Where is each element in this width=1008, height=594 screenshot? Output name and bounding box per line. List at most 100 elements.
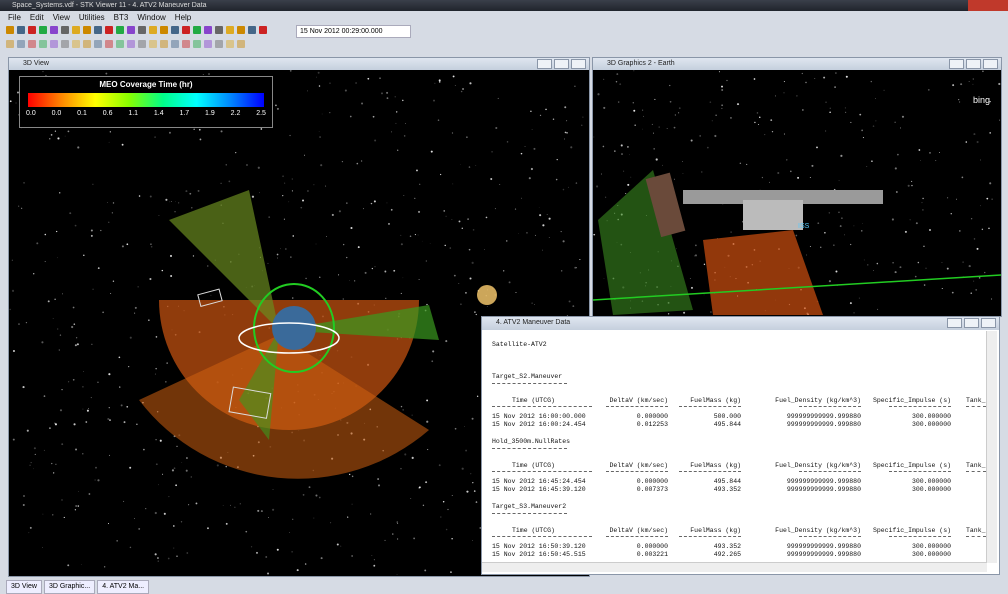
star: [563, 138, 565, 140]
toolbar-button[interactable]: [127, 26, 135, 34]
toolbar-button[interactable]: [160, 40, 168, 48]
star: [709, 101, 712, 103]
toolbar-button[interactable]: [215, 26, 223, 34]
star: [479, 527, 482, 529]
star: [514, 208, 517, 210]
vertical-scrollbar[interactable]: [986, 331, 997, 563]
star: [346, 202, 348, 204]
menu-item[interactable]: Utilities: [78, 13, 105, 22]
star: [230, 504, 231, 506]
toolbar-button[interactable]: [204, 40, 212, 48]
title-bar: Space_Systems.vdf - STK Viewer 11 - 4. A…: [0, 0, 1008, 11]
toolbar-button[interactable]: [94, 40, 102, 48]
star: [754, 121, 756, 124]
star: [59, 334, 62, 336]
toolbar-button[interactable]: [116, 26, 124, 34]
toolbar-button[interactable]: [226, 40, 234, 48]
star: [524, 146, 526, 147]
toolbar-button[interactable]: [72, 26, 80, 34]
toolbar-button[interactable]: [39, 40, 47, 48]
toolbar-button[interactable]: [149, 26, 157, 34]
toolbar-button[interactable]: [127, 40, 135, 48]
menu-item[interactable]: Edit: [29, 13, 44, 22]
star: [410, 498, 412, 499]
toolbar-button[interactable]: [226, 26, 234, 34]
star: [292, 235, 295, 237]
toolbar-button[interactable]: [204, 26, 212, 34]
toolbar-button[interactable]: [149, 40, 157, 48]
toolbar-button[interactable]: [39, 26, 47, 34]
toolbar-button[interactable]: [72, 40, 80, 48]
3d-scene: [9, 70, 587, 575]
toolbar-button[interactable]: [6, 40, 14, 48]
toolbar-button[interactable]: [138, 40, 146, 48]
star: [109, 454, 111, 456]
menu-item[interactable]: Help: [174, 13, 192, 22]
time-field[interactable]: 15 Nov 2012 00:29:00.000: [296, 25, 411, 38]
menu-item[interactable]: File: [8, 13, 21, 22]
star: [875, 97, 877, 99]
toolbar-button[interactable]: [138, 26, 146, 34]
taskbar-button[interactable]: 3D View: [6, 580, 42, 594]
toolbar-button[interactable]: [28, 26, 36, 34]
star: [894, 121, 896, 123]
toolbar-button[interactable]: [160, 26, 168, 34]
star: [168, 496, 170, 498]
star: [433, 99, 435, 102]
toolbar-button[interactable]: [83, 40, 91, 48]
star: [959, 230, 961, 232]
toolbar-button[interactable]: [61, 26, 69, 34]
window-buttons[interactable]: [945, 318, 996, 330]
star: [467, 218, 469, 220]
toolbar-button[interactable]: [17, 40, 25, 48]
star: [619, 83, 622, 86]
toolbar-button[interactable]: [6, 26, 14, 34]
toolbar-button[interactable]: [28, 40, 36, 48]
star: [397, 149, 399, 151]
star: [627, 146, 629, 148]
window-buttons[interactable]: [535, 59, 586, 71]
toolbar-button[interactable]: [171, 26, 179, 34]
star: [430, 150, 433, 153]
close-button[interactable]: [968, 0, 1008, 11]
star: [922, 209, 924, 211]
star: [129, 336, 132, 339]
window-buttons[interactable]: [947, 59, 998, 71]
toolbar-button[interactable]: [248, 26, 256, 34]
star: [134, 306, 137, 309]
toolbar-button[interactable]: [259, 26, 267, 34]
menu-item[interactable]: BT3: [113, 13, 129, 22]
toolbar-button[interactable]: [215, 40, 223, 48]
toolbar-button[interactable]: [237, 26, 245, 34]
star: [806, 254, 807, 256]
toolbar-button[interactable]: [237, 40, 245, 48]
star: [112, 280, 115, 282]
taskbar-button[interactable]: 3D Graphic...: [43, 580, 96, 594]
star: [472, 540, 473, 541]
cell: 999999999999.999880: [786, 551, 861, 558]
menu-item[interactable]: Window: [137, 13, 166, 22]
toolbar-button[interactable]: [193, 40, 201, 48]
star: [53, 472, 55, 474]
toolbar-button[interactable]: [50, 40, 58, 48]
toolbar-button[interactable]: [171, 40, 179, 48]
toolbar-button[interactable]: [61, 40, 69, 48]
toolbar-button[interactable]: [105, 26, 113, 34]
toolbar-button[interactable]: [105, 40, 113, 48]
taskbar-button[interactable]: 4. ATV2 Ma...: [97, 580, 150, 594]
star: [825, 130, 827, 132]
toolbar-button[interactable]: [50, 26, 58, 34]
toolbar-button[interactable]: [116, 40, 124, 48]
menu-item[interactable]: View: [52, 13, 70, 22]
toolbar-button[interactable]: [83, 26, 91, 34]
star: [313, 517, 315, 519]
star: [289, 134, 291, 137]
cell: 0.000000: [636, 478, 668, 485]
toolbar-button[interactable]: [94, 26, 102, 34]
toolbar-button[interactable]: [17, 26, 25, 34]
toolbar-button[interactable]: [182, 40, 190, 48]
toolbar-button[interactable]: [193, 26, 201, 34]
horizontal-scrollbar[interactable]: [482, 562, 987, 572]
toolbar-button[interactable]: [182, 26, 190, 34]
